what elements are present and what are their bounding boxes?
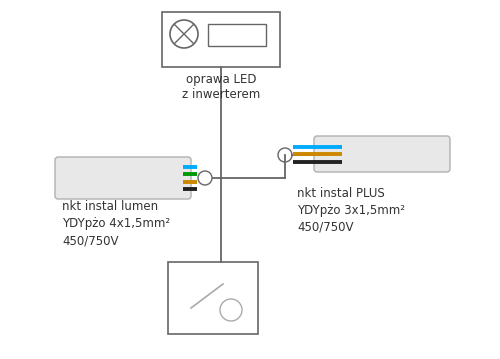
- Circle shape: [198, 171, 212, 185]
- Circle shape: [170, 20, 198, 48]
- Circle shape: [278, 148, 292, 162]
- Bar: [168, 262, 258, 334]
- FancyBboxPatch shape: [314, 136, 450, 172]
- FancyBboxPatch shape: [55, 157, 191, 199]
- Text: 450/750V: 450/750V: [297, 221, 354, 234]
- Text: nkt instal PLUS: nkt instal PLUS: [297, 187, 385, 200]
- Text: oprawa LED
z inwerterem: oprawa LED z inwerterem: [182, 73, 260, 101]
- Bar: [162, 12, 280, 67]
- Text: 450/750V: 450/750V: [62, 234, 118, 247]
- Text: YDYpżo 3x1,5mm²: YDYpżo 3x1,5mm²: [297, 204, 405, 217]
- Text: nkt instal lumen: nkt instal lumen: [62, 200, 158, 213]
- Text: YDYpżo 4x1,5mm²: YDYpżo 4x1,5mm²: [62, 217, 170, 230]
- Bar: [208, 24, 266, 46]
- Circle shape: [220, 299, 242, 321]
